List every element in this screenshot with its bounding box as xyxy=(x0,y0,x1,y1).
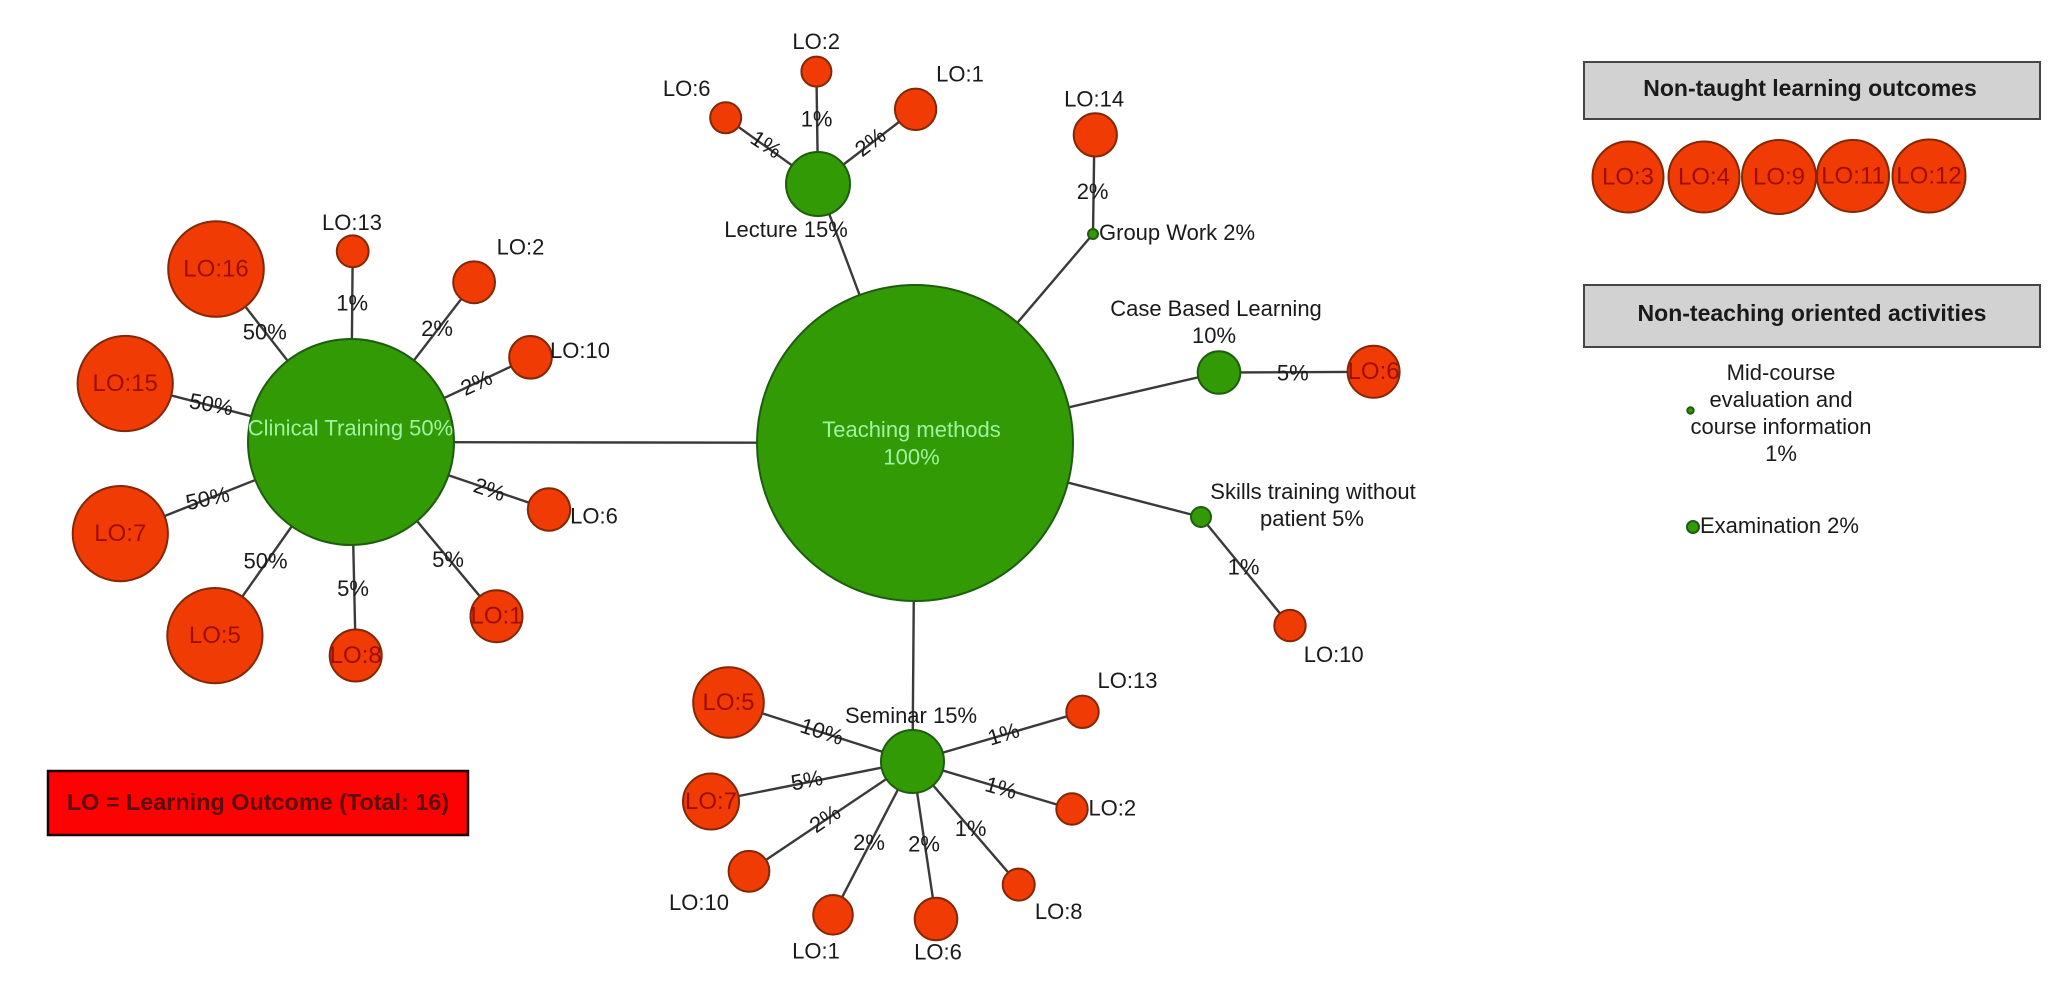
svg-text:LO:11: LO:11 xyxy=(1821,162,1885,189)
svg-text:LO:15: LO:15 xyxy=(93,370,158,397)
svg-text:Clinical Training 50%: Clinical Training 50% xyxy=(248,415,453,440)
svg-text:1%: 1% xyxy=(336,291,368,316)
svg-text:2%: 2% xyxy=(853,830,885,855)
svg-text:LO:10: LO:10 xyxy=(1304,642,1364,667)
svg-text:2%: 2% xyxy=(908,831,940,856)
svg-text:LO:13: LO:13 xyxy=(322,210,382,235)
svg-text:LO:12: LO:12 xyxy=(1896,162,1961,189)
svg-text:patient 5%: patient 5% xyxy=(1260,506,1364,531)
svg-text:Case Based Learning: Case Based Learning xyxy=(1110,296,1322,321)
svg-text:LO:10: LO:10 xyxy=(669,890,729,915)
svg-text:Skills training without: Skills training without xyxy=(1210,479,1415,504)
svg-text:10%: 10% xyxy=(1192,323,1236,348)
svg-text:1%: 1% xyxy=(1765,441,1797,466)
svg-text:5%: 5% xyxy=(432,547,464,572)
svg-text:LO:5: LO:5 xyxy=(189,622,241,649)
svg-text:LO:6: LO:6 xyxy=(570,503,618,528)
svg-text:Mid-course: Mid-course xyxy=(1727,360,1836,385)
svg-text:Examination 2%: Examination 2% xyxy=(1700,513,1859,538)
svg-text:LO:5: LO:5 xyxy=(702,689,754,716)
svg-text:LO:16: LO:16 xyxy=(183,255,248,282)
svg-text:1%: 1% xyxy=(1228,555,1260,580)
svg-text:5%: 5% xyxy=(337,576,369,601)
svg-text:Non-teaching oriented activiti: Non-teaching oriented activities xyxy=(1638,300,1987,326)
svg-text:LO:3: LO:3 xyxy=(1602,163,1654,190)
svg-text:2%: 2% xyxy=(1077,179,1109,204)
svg-text:5%: 5% xyxy=(789,765,825,796)
svg-text:LO:1: LO:1 xyxy=(936,62,984,87)
svg-text:LO:7: LO:7 xyxy=(685,788,737,815)
svg-text:LO:7: LO:7 xyxy=(94,520,146,547)
svg-text:50%: 50% xyxy=(243,319,287,344)
svg-text:LO:2: LO:2 xyxy=(792,29,840,54)
svg-text:LO:8: LO:8 xyxy=(1035,899,1083,924)
svg-text:LO:6: LO:6 xyxy=(1348,358,1400,385)
svg-text:LO:6: LO:6 xyxy=(663,76,711,101)
svg-text:Lecture 15%: Lecture 15% xyxy=(724,217,848,242)
svg-text:evaluation and: evaluation and xyxy=(1709,387,1852,412)
svg-text:LO:1: LO:1 xyxy=(792,939,840,964)
svg-text:Teaching methods: Teaching methods xyxy=(822,417,1001,442)
svg-text:LO:8: LO:8 xyxy=(330,642,382,669)
svg-text:Group Work 2%: Group Work 2% xyxy=(1099,220,1255,245)
svg-text:LO:10: LO:10 xyxy=(550,338,610,363)
svg-text:5%: 5% xyxy=(1277,360,1309,385)
svg-text:LO:1: LO:1 xyxy=(470,603,522,630)
svg-text:Seminar 15%: Seminar 15% xyxy=(845,703,977,728)
svg-text:50%: 50% xyxy=(243,548,287,573)
svg-text:100%: 100% xyxy=(883,444,939,469)
svg-text:1%: 1% xyxy=(801,107,833,132)
svg-text:LO:13: LO:13 xyxy=(1098,668,1158,693)
svg-text:LO:6: LO:6 xyxy=(914,939,962,964)
svg-text:LO:2: LO:2 xyxy=(1088,796,1136,821)
svg-text:LO:9: LO:9 xyxy=(1753,163,1805,190)
svg-text:2%: 2% xyxy=(421,316,453,341)
svg-text:Non-taught learning outcomes: Non-taught learning outcomes xyxy=(1643,75,1977,101)
svg-text:LO:14: LO:14 xyxy=(1064,86,1124,111)
svg-text:LO:2: LO:2 xyxy=(497,234,545,259)
svg-text:course information: course information xyxy=(1691,414,1872,439)
svg-text:LO = Learning Outcome (Total:: LO = Learning Outcome (Total: 16) xyxy=(67,789,449,815)
svg-text:1%: 1% xyxy=(955,816,987,841)
svg-text:LO:4: LO:4 xyxy=(1678,163,1730,190)
